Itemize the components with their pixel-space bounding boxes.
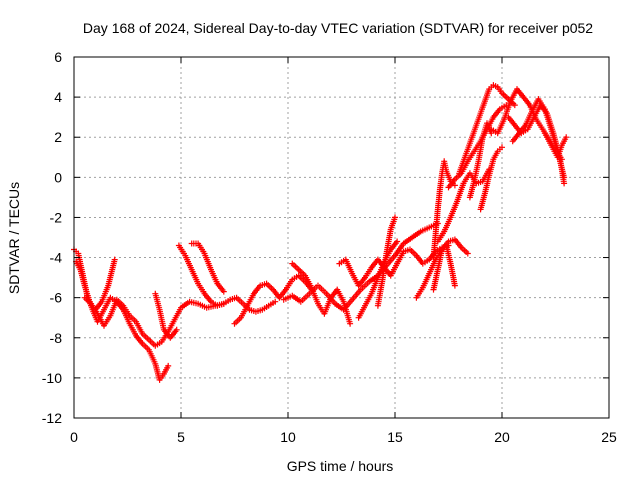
x-tick-label: 15 xyxy=(387,429,403,445)
series-markers xyxy=(430,158,458,261)
x-tick-label: 5 xyxy=(177,429,185,445)
y-tick-label: -8 xyxy=(50,330,63,346)
series-markers xyxy=(477,144,505,213)
series-markers xyxy=(430,242,458,293)
series-markers xyxy=(505,102,568,187)
y-tick-label: -4 xyxy=(50,250,63,266)
series-markers xyxy=(466,120,495,201)
grid-lines xyxy=(74,57,609,418)
chart-title: Day 168 of 2024, Sidereal Day-to-day VTE… xyxy=(83,20,593,36)
series-arc13 xyxy=(413,236,471,301)
y-tick-label: 0 xyxy=(54,169,62,185)
series-markers xyxy=(413,236,471,301)
series-markers xyxy=(188,240,227,295)
series-arc24 xyxy=(541,130,570,161)
series-markers xyxy=(541,130,570,161)
series-arc12 xyxy=(374,214,398,309)
series-arc19 xyxy=(466,120,495,201)
y-tick-label: 2 xyxy=(54,129,62,145)
x-tick-label: 25 xyxy=(601,429,617,445)
series-markers xyxy=(71,246,118,313)
series-markers xyxy=(289,260,354,327)
y-tick-label: -2 xyxy=(50,209,63,225)
series-arc1 xyxy=(71,246,118,313)
plot-border xyxy=(73,56,610,419)
x-axis-title: GPS time / hours xyxy=(287,458,394,474)
x-tick-label: 0 xyxy=(70,429,78,445)
x-tick-label: 20 xyxy=(494,429,510,445)
series-arc3 xyxy=(81,294,227,349)
y-tick-label: 4 xyxy=(54,89,62,105)
series-arc9 xyxy=(289,260,354,327)
series-arc4 xyxy=(152,290,180,341)
series-arc14 xyxy=(430,242,458,293)
y-tick-label: -10 xyxy=(42,370,62,386)
y-tick-label: -12 xyxy=(42,410,62,426)
series-markers xyxy=(374,214,398,309)
series-markers xyxy=(456,82,518,177)
axis-ticks: 0 5 10 15 20 25 -12 -10 -8 -6 -4 -2 0 2 4 6 xyxy=(42,49,617,445)
y-tick-label: -6 xyxy=(50,290,63,306)
series-arc20 xyxy=(477,144,505,213)
series-arc7 xyxy=(231,272,315,327)
series-markers xyxy=(152,290,180,341)
x-tick-label: 10 xyxy=(280,429,296,445)
y-tick-label: 6 xyxy=(54,49,62,65)
series-arc18 xyxy=(456,82,518,177)
series-markers xyxy=(81,294,227,349)
series-arc2 xyxy=(73,258,172,383)
y-axis-title: SDTVAR / TECUs xyxy=(6,182,22,294)
data-series xyxy=(71,82,570,383)
series-markers xyxy=(231,272,315,327)
series-markers xyxy=(73,258,172,383)
series-arc6 xyxy=(188,240,227,295)
series-arc15 xyxy=(430,158,458,261)
series-arc22 xyxy=(505,102,568,187)
